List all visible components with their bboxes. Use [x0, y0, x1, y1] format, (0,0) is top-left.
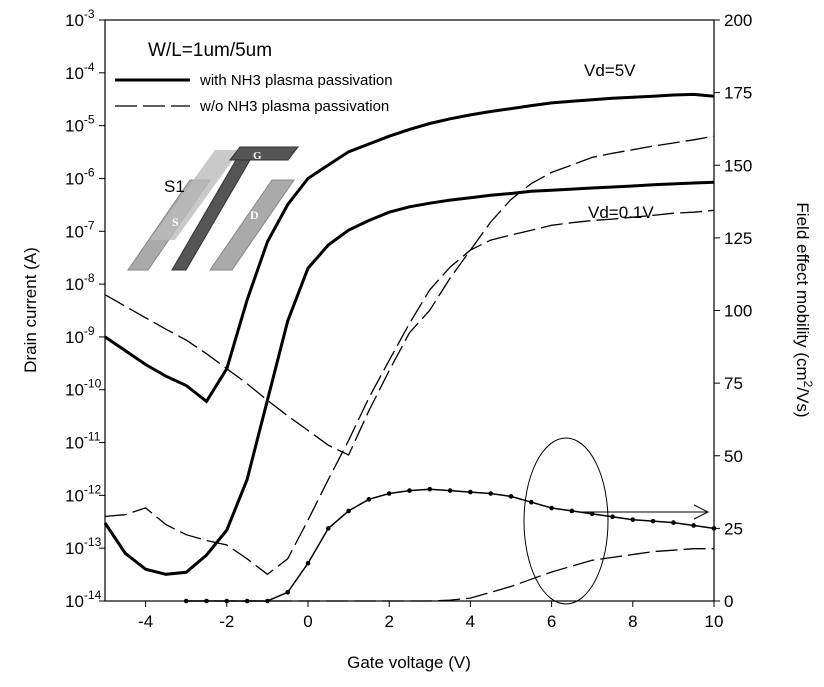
y2-tick-label: 75	[724, 374, 743, 393]
y2-tick-label: 100	[724, 302, 752, 321]
x-tick-label: 8	[628, 612, 637, 631]
x-tick-label: -2	[219, 612, 234, 631]
series-line	[104, 92, 715, 404]
data-point	[589, 511, 595, 517]
x-axis-label: Gate voltage (V)	[347, 653, 471, 672]
x-tick-label: 10	[705, 612, 724, 631]
data-point	[366, 497, 372, 502]
y-tick-label: 10-12	[65, 482, 102, 505]
x-tick-label: 2	[384, 612, 393, 631]
annotation: S1	[164, 177, 185, 196]
channel	[150, 150, 240, 240]
annotation: G	[253, 150, 262, 162]
annotation: Vd=5V	[584, 61, 636, 80]
y-tick-label: 10-13	[65, 535, 102, 558]
data-point	[468, 489, 473, 495]
data-point	[285, 589, 291, 595]
data-point	[427, 486, 433, 492]
plot-frame	[104, 19, 715, 602]
x-tick-label: 0	[303, 612, 312, 631]
data-point	[265, 598, 270, 604]
y2-label-sup: 2	[801, 381, 815, 388]
x-tick-label: -4	[138, 612, 153, 631]
y2-axis-label: Field effect mobility (cm2/Vs)	[793, 202, 815, 417]
data-point	[326, 526, 331, 531]
legend-label: with NH3 plasma passivation	[199, 72, 393, 89]
y2-label-part: /Vs)	[793, 387, 812, 417]
y2-label-part: Field effect mobility (cm	[793, 202, 812, 380]
y-tick-label: 10-9	[65, 324, 95, 347]
y-tick-label: 10-7	[65, 218, 95, 241]
data-point	[346, 508, 351, 514]
y-tick-label: 10-14	[65, 588, 102, 611]
y-tick-label: 10-11	[65, 430, 101, 453]
x-tick-label: 6	[547, 612, 556, 631]
y-axis-label: Drain current (A)	[21, 247, 40, 373]
y2-tick-label: 150	[724, 156, 752, 175]
gate-pad	[228, 146, 300, 161]
series-line	[104, 209, 715, 576]
y2-tick-label: 175	[724, 84, 752, 103]
y-tick-label: 10-6	[65, 165, 95, 188]
data-point	[691, 523, 696, 528]
annotation: S	[172, 215, 179, 229]
y2-tick-label: 0	[724, 592, 733, 611]
y2-tick-label: 200	[724, 11, 752, 30]
annotation: D	[250, 208, 259, 222]
y2-tick-label: 125	[724, 229, 752, 248]
data-point	[529, 499, 534, 505]
data-point	[508, 494, 514, 499]
data-point	[671, 520, 676, 525]
x-tick-label: 4	[466, 612, 475, 631]
data-point	[305, 560, 311, 566]
highlight-ellipse	[523, 437, 609, 605]
data-point	[650, 518, 656, 524]
data-point	[549, 505, 554, 511]
y2-tick-label: 25	[724, 519, 743, 538]
y-tick-label: 10-3	[65, 7, 95, 30]
series-line	[186, 548, 714, 602]
y-tick-label: 10-4	[65, 60, 95, 83]
legend-label: w/o NH3 plasma passivation	[199, 98, 389, 115]
annotation: Vd=0.1V	[588, 203, 654, 222]
series-line	[104, 135, 715, 456]
drain-electrode	[209, 179, 295, 271]
data-point	[711, 526, 717, 531]
annotation: W/L=1um/5um	[148, 40, 272, 61]
y-tick-label: 10-8	[65, 271, 95, 294]
data-point	[407, 488, 412, 493]
data-point	[447, 488, 453, 493]
series-line	[103, 180, 715, 576]
data-point	[569, 508, 575, 514]
device-icon: S1 G S D	[127, 146, 300, 271]
data-point	[610, 514, 615, 520]
data-point	[386, 491, 392, 496]
y-tick-label: 10-5	[65, 113, 95, 136]
data-point	[630, 517, 636, 522]
y-tick-label: 10-10	[65, 377, 102, 400]
y2-tick-label: 50	[724, 447, 743, 466]
arrow-head	[693, 504, 710, 520]
data-point	[488, 491, 494, 496]
series-line	[186, 488, 715, 602]
